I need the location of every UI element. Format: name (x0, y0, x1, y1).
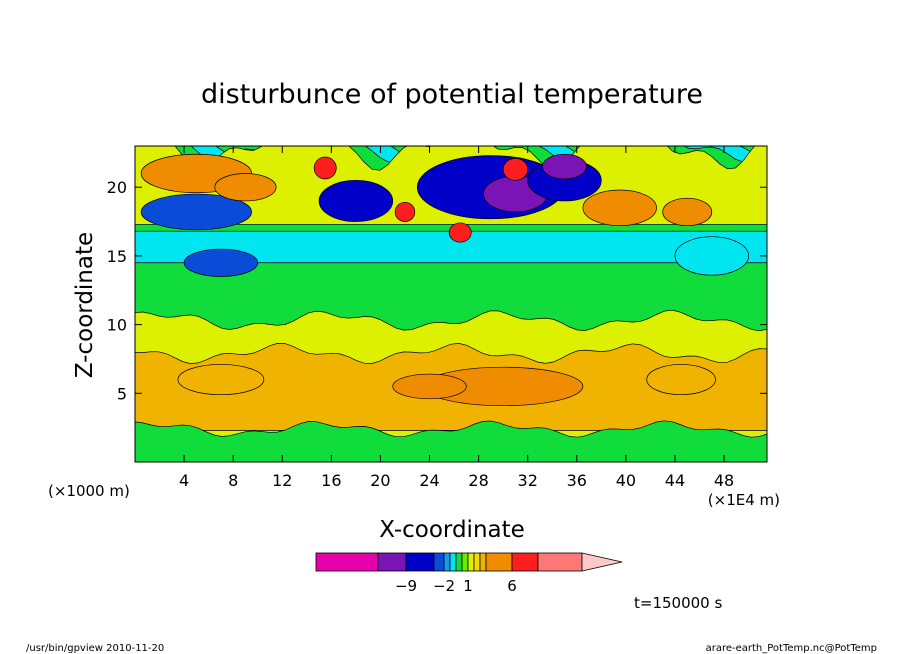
chart-title: disturbunce of potential temperature (201, 79, 703, 110)
x-tick-label: 24 (419, 471, 439, 490)
max-small-1 (394, 201, 416, 222)
time-label: t=150000 s (634, 594, 722, 612)
colorbar-tick-label: −2 (433, 577, 455, 595)
max-lower-left (392, 373, 467, 400)
max-lower-east (646, 364, 716, 396)
colorbar-tick-label: 6 (507, 577, 517, 595)
band-bottom-green (135, 420, 767, 462)
max-east (582, 189, 657, 227)
y-axis: 5 10 15 20 (107, 178, 767, 403)
x-tick-label: 8 (228, 471, 238, 490)
x-tick-label: 48 (714, 471, 734, 490)
max-east-2 (662, 197, 713, 227)
colorbar-swatch (485, 552, 513, 572)
max-lower-west (177, 364, 265, 396)
plot-frame (134, 145, 768, 463)
x-tick-label: 44 (665, 471, 685, 490)
colorbar-swatch (405, 552, 435, 572)
min-centre-east-core (542, 153, 587, 180)
colorbar-tick-label: −9 (395, 577, 417, 595)
colorbar-swatch (377, 552, 407, 572)
x-tick-label: 28 (468, 471, 488, 490)
colorbar-swatch (443, 552, 451, 572)
colorbar-swatch (537, 552, 583, 572)
cyan-east (674, 236, 749, 276)
x-tick-label: 40 (616, 471, 636, 490)
y-tick-label: 5 (117, 384, 127, 403)
colorbar-tick-labels: −9 −2 1 6 (395, 577, 517, 595)
y-tick-label: 10 (107, 316, 127, 335)
colorbar-swatch (315, 552, 379, 572)
max-west-2 (214, 173, 277, 202)
plot-area (135, 146, 767, 462)
y-tick-label: 20 (107, 178, 127, 197)
x-units-left: (×1000 m) (48, 482, 130, 500)
footer-left: /usr/bin/gpview 2010-11-20 (26, 643, 164, 654)
max-small-3 (313, 156, 337, 180)
min-west (140, 193, 252, 231)
colorbar-swatch (473, 552, 481, 572)
colorbar-swatch (449, 552, 457, 572)
x-tick-label: 20 (370, 471, 390, 490)
x-units-right: (×1E4 m) (708, 491, 780, 509)
colorbar-swatch (433, 552, 445, 572)
max-small-2 (448, 222, 472, 243)
x-axis-label: X-coordinate (379, 517, 525, 543)
y-tick-label: 15 (107, 247, 127, 266)
colorbar-swatch (461, 552, 469, 572)
footer-right: arare-earth_PotTemp.nc@PotTemp (706, 643, 877, 654)
x-tick-label: 16 (321, 471, 341, 490)
x-axis: 4 8 12 16 20 24 28 32 36 40 44 48 (179, 146, 734, 490)
colorbar (315, 552, 623, 572)
x-tick-label: 36 (567, 471, 587, 490)
x-tick-label: 4 (179, 471, 189, 490)
colorbar-extension (581, 552, 623, 572)
colorbar-swatch (455, 552, 463, 572)
colorbar-swatch (479, 552, 487, 572)
colorbar-swatch (467, 552, 475, 572)
max-peak (502, 158, 529, 181)
min-west-low (183, 248, 259, 277)
min-centre-west (318, 179, 394, 222)
x-tick-label: 12 (272, 471, 292, 490)
colorbar-tick-label: 1 (463, 577, 473, 595)
y-axis-label: Z-coordinate (72, 232, 98, 378)
colorbar-swatch (511, 552, 539, 572)
x-tick-label: 32 (518, 471, 538, 490)
